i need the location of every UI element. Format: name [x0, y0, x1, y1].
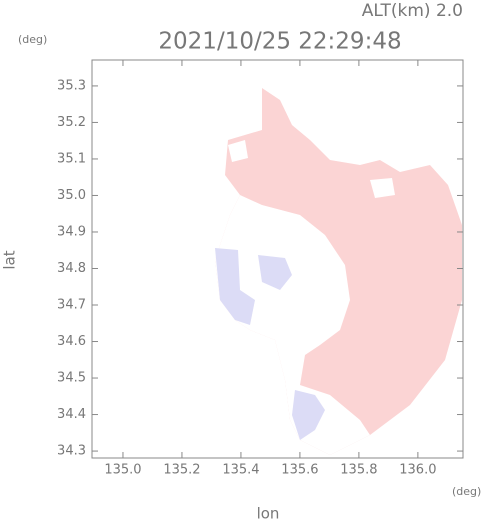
y-tick-label: 34.8 — [57, 261, 86, 276]
y-axis-label: lat — [1, 250, 19, 269]
axes: 34.3 34.4 34.5 34.6 34.7 34.8 34.9 35.0 35.1 35.2… — [57, 60, 463, 478]
y-tick-label: 34.6 — [57, 334, 86, 349]
x-tick-label: 135.2 — [163, 463, 200, 478]
y-unit: (deg) — [18, 33, 47, 46]
y-tick-label: 35.2 — [57, 115, 86, 130]
approaching-region — [292, 390, 325, 440]
y-tick-label: 35.3 — [57, 78, 86, 93]
x-tick-label: 135.0 — [104, 463, 141, 478]
x-tick-label: 135.6 — [281, 463, 318, 478]
clear-patch — [370, 178, 395, 198]
x-tick-label: 136.0 — [399, 463, 436, 478]
x-tick-label: 135.4 — [222, 463, 259, 478]
y-tick-label: 34.5 — [57, 371, 86, 386]
plot-frame — [91, 59, 464, 459]
clear-patch — [228, 140, 248, 162]
y-tick-label: 35.0 — [57, 188, 86, 203]
y-tick-label: 34.7 — [57, 298, 86, 313]
chart-title: 2021/10/25 22:29:48 — [158, 29, 401, 55]
altitude-annotation: ALT(km) 2.0 — [362, 1, 463, 21]
x-axis-label: lon — [257, 505, 280, 521]
approaching-region — [258, 255, 292, 290]
clear-region — [215, 195, 370, 455]
y-tick-label: 34.4 — [57, 407, 86, 422]
x-tick-label: 135.8 — [340, 463, 377, 478]
y-tick-label: 34.9 — [57, 224, 86, 239]
y-tick-label: 34.3 — [57, 444, 86, 459]
x-unit: (deg) — [452, 485, 481, 498]
approaching-region — [215, 248, 255, 325]
y-tick-label: 35.1 — [57, 151, 86, 166]
radar-field — [215, 88, 462, 455]
